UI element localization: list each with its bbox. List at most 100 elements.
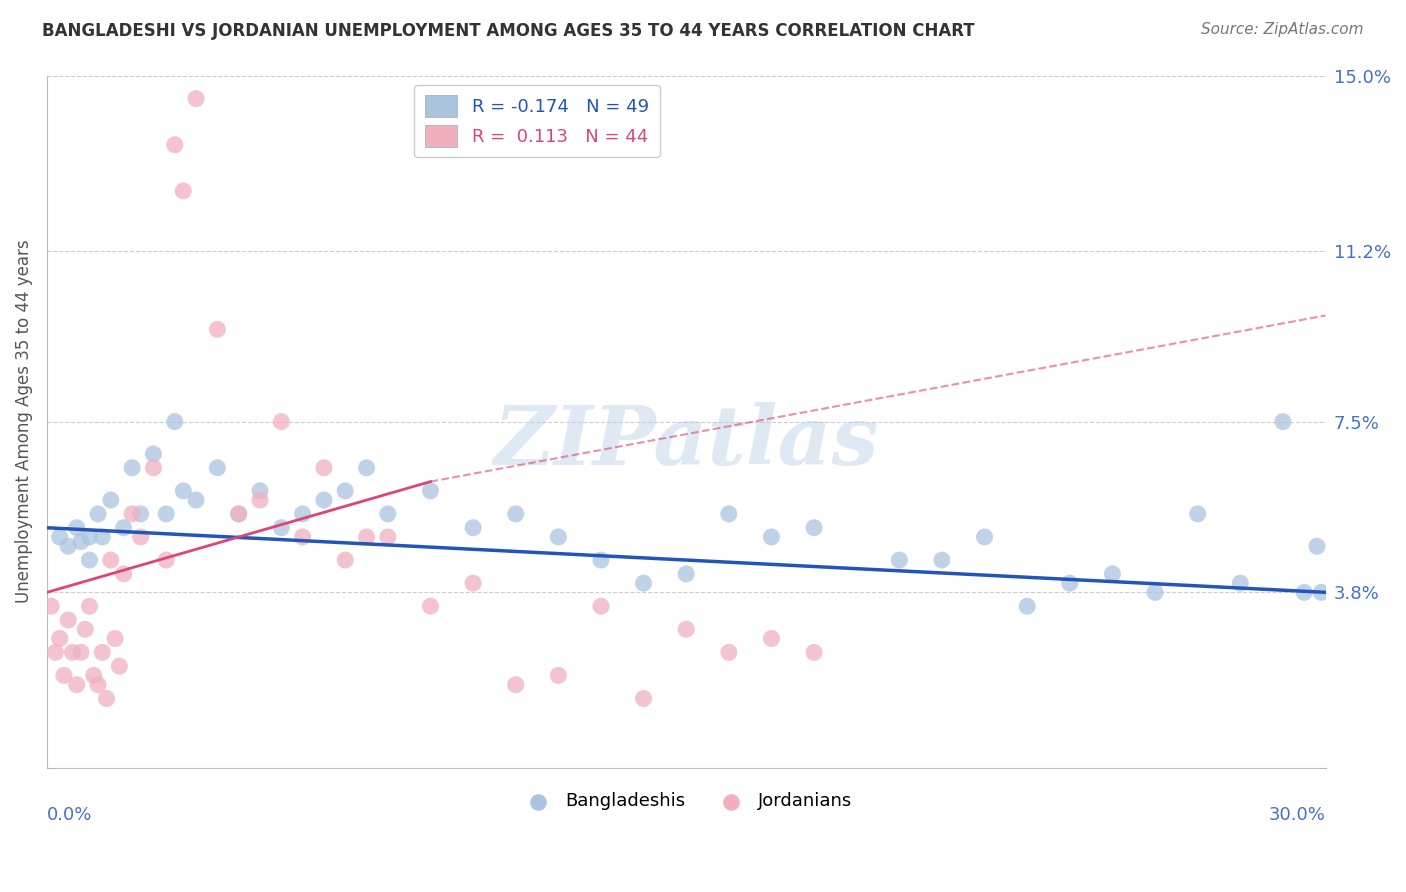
Point [1017, 599, 1039, 614]
Point [58, 539, 80, 553]
Point [155, 507, 177, 521]
Point [129, 507, 152, 521]
Point [249, 493, 271, 508]
Point [91, 530, 114, 544]
Point [1144, 585, 1167, 599]
Point [270, 415, 292, 429]
Point [142, 447, 165, 461]
Point [717, 507, 740, 521]
Point [100, 553, 122, 567]
Point [633, 691, 655, 706]
Point [377, 507, 399, 521]
Point [104, 632, 127, 646]
Point [1229, 576, 1251, 591]
Point [207, 460, 229, 475]
Point [87, 507, 110, 521]
Point [228, 507, 250, 521]
Point [356, 530, 378, 544]
Point [39, 599, 62, 614]
Point [172, 483, 194, 498]
Point [419, 599, 441, 614]
Point [142, 460, 165, 475]
Point [184, 92, 207, 106]
Point [291, 507, 314, 521]
Point [461, 576, 484, 591]
Point [973, 530, 995, 544]
Point [419, 483, 441, 498]
Point [270, 521, 292, 535]
Text: 0.0%: 0.0% [46, 805, 93, 824]
Point [675, 622, 697, 636]
Point [249, 483, 271, 498]
Point [58, 613, 80, 627]
Point [70, 645, 93, 659]
Point [155, 553, 177, 567]
Point [79, 599, 101, 614]
Point [108, 659, 131, 673]
Point [96, 691, 118, 706]
Point [589, 599, 612, 614]
Point [1310, 585, 1333, 599]
Point [461, 521, 484, 535]
Point [62, 645, 84, 659]
Point [66, 678, 89, 692]
Point [70, 534, 93, 549]
Point [48, 530, 70, 544]
Point [889, 553, 911, 567]
Text: Source: ZipAtlas.com: Source: ZipAtlas.com [1201, 22, 1364, 37]
Legend: Bangladeshis, Jordanians: Bangladeshis, Jordanians [513, 785, 859, 817]
Point [931, 553, 953, 567]
Point [48, 632, 70, 646]
Point [75, 622, 97, 636]
Point [356, 460, 378, 475]
Point [803, 521, 825, 535]
Y-axis label: Unemployment Among Ages 35 to 44 years: Unemployment Among Ages 35 to 44 years [15, 240, 32, 603]
Point [207, 322, 229, 336]
Point [79, 553, 101, 567]
Point [335, 553, 357, 567]
Point [87, 678, 110, 692]
Point [547, 530, 569, 544]
Point [172, 184, 194, 198]
Point [163, 415, 186, 429]
Point [1294, 585, 1316, 599]
Point [1059, 576, 1081, 591]
Point [589, 553, 612, 567]
Point [761, 632, 783, 646]
Point [505, 507, 527, 521]
Point [335, 483, 357, 498]
Point [312, 460, 335, 475]
Point [1101, 566, 1123, 581]
Text: BANGLADESHI VS JORDANIAN UNEMPLOYMENT AMONG AGES 35 TO 44 YEARS CORRELATION CHAR: BANGLADESHI VS JORDANIAN UNEMPLOYMENT AM… [42, 22, 974, 40]
Point [547, 668, 569, 682]
Text: 30.0%: 30.0% [1268, 805, 1326, 824]
Point [761, 530, 783, 544]
Point [112, 521, 135, 535]
Point [291, 530, 314, 544]
Point [83, 668, 105, 682]
Point [66, 521, 89, 535]
Point [100, 493, 122, 508]
Point [121, 460, 143, 475]
Point [44, 645, 66, 659]
Point [633, 576, 655, 591]
Point [79, 530, 101, 544]
Text: ZIPatlas: ZIPatlas [494, 402, 879, 483]
Point [505, 678, 527, 692]
Point [112, 566, 135, 581]
Point [129, 530, 152, 544]
Point [1271, 415, 1294, 429]
Point [803, 645, 825, 659]
Point [1187, 507, 1209, 521]
Point [717, 645, 740, 659]
Point [121, 507, 143, 521]
Point [377, 530, 399, 544]
Point [91, 645, 114, 659]
Point [675, 566, 697, 581]
Point [1306, 539, 1329, 553]
Point [184, 493, 207, 508]
Point [163, 137, 186, 152]
Point [52, 668, 75, 682]
Point [228, 507, 250, 521]
Point [312, 493, 335, 508]
